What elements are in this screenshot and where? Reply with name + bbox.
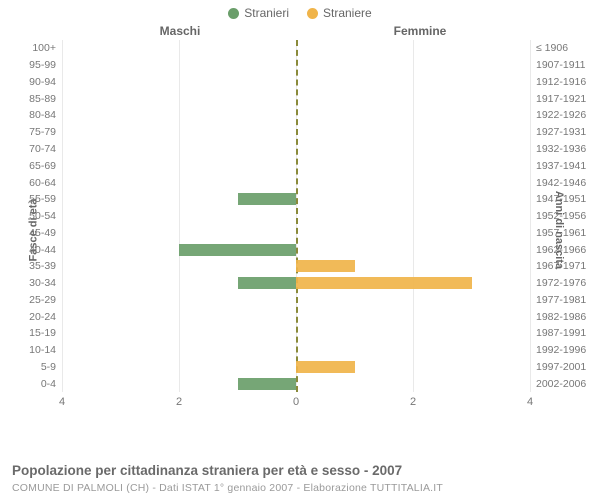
age-label: 15-19 — [14, 327, 62, 339]
age-row: 10-141992-1996 — [62, 342, 530, 359]
age-row: 60-641942-1946 — [62, 174, 530, 191]
age-label: 60-64 — [14, 177, 62, 189]
age-label: 80-84 — [14, 109, 62, 121]
plot: 100+≤ 190695-991907-191190-941912-191685… — [62, 40, 530, 392]
birth-year-label: ≤ 1906 — [530, 42, 594, 54]
age-label: 5-9 — [14, 361, 62, 373]
birth-year-label: 1967-1971 — [530, 260, 594, 272]
chart-subtitle: COMUNE DI PALMOLI (CH) - Dati ISTAT 1° g… — [12, 482, 443, 494]
birth-year-label: 1947-1951 — [530, 193, 594, 205]
x-axis: 4 2 0 2 4 — [62, 396, 530, 412]
age-label: 30-34 — [14, 277, 62, 289]
bar-female — [296, 277, 472, 289]
bar-male — [238, 277, 297, 289]
age-label: 75-79 — [14, 126, 62, 138]
age-row: 65-691937-1941 — [62, 157, 530, 174]
age-label: 70-74 — [14, 143, 62, 155]
age-row: 70-741932-1936 — [62, 141, 530, 158]
age-row: 20-241982-1986 — [62, 308, 530, 325]
birth-year-label: 1992-1996 — [530, 344, 594, 356]
age-label: 95-99 — [14, 59, 62, 71]
x-tick: 0 — [293, 396, 299, 408]
x-tick: 2 — [410, 396, 416, 408]
age-label: 25-29 — [14, 294, 62, 306]
age-row: 50-541952-1956 — [62, 208, 530, 225]
age-label: 85-89 — [14, 93, 62, 105]
age-row: 75-791927-1931 — [62, 124, 530, 141]
birth-year-label: 1927-1931 — [530, 126, 594, 138]
bar-female — [296, 361, 355, 373]
birth-year-label: 1922-1926 — [530, 109, 594, 121]
age-row: 35-391967-1971 — [62, 258, 530, 275]
age-row: 0-42002-2006 — [62, 375, 530, 392]
chart-title: Popolazione per cittadinanza straniera p… — [12, 463, 402, 478]
birth-year-label: 1977-1981 — [530, 294, 594, 306]
age-row: 40-441962-1966 — [62, 241, 530, 258]
header-male: Maschi — [0, 24, 300, 38]
bar-male — [238, 378, 297, 390]
age-row: 80-841922-1926 — [62, 107, 530, 124]
x-tick: 4 — [59, 396, 65, 408]
birth-year-label: 1952-1956 — [530, 210, 594, 222]
birth-year-label: 1997-2001 — [530, 361, 594, 373]
age-row: 5-91997-2001 — [62, 359, 530, 376]
bar-male — [238, 193, 297, 205]
birth-year-label: 1912-1916 — [530, 76, 594, 88]
age-label: 10-14 — [14, 344, 62, 356]
age-label: 20-24 — [14, 311, 62, 323]
age-row: 100+≤ 1906 — [62, 40, 530, 57]
age-row: 15-191987-1991 — [62, 325, 530, 342]
legend-label-male: Stranieri — [244, 6, 289, 20]
legend-item-male: Stranieri — [228, 6, 289, 20]
age-label: 40-44 — [14, 244, 62, 256]
birth-year-label: 1917-1921 — [530, 93, 594, 105]
legend-label-female: Straniere — [323, 6, 372, 20]
birth-year-label: 1972-1976 — [530, 277, 594, 289]
birth-year-label: 2002-2006 — [530, 378, 594, 390]
birth-year-label: 1937-1941 — [530, 160, 594, 172]
birth-year-label: 1962-1966 — [530, 244, 594, 256]
rows: 100+≤ 190695-991907-191190-941912-191685… — [62, 40, 530, 392]
legend-item-female: Straniere — [307, 6, 372, 20]
column-headers: Maschi Femmine — [0, 24, 600, 38]
birth-year-label: 1942-1946 — [530, 177, 594, 189]
age-label: 0-4 — [14, 378, 62, 390]
age-row: 30-341972-1976 — [62, 275, 530, 292]
bar-female — [296, 260, 355, 272]
age-row: 25-291977-1981 — [62, 291, 530, 308]
age-label: 50-54 — [14, 210, 62, 222]
birth-year-label: 1907-1911 — [530, 59, 594, 71]
age-row: 95-991907-1911 — [62, 57, 530, 74]
age-label: 45-49 — [14, 227, 62, 239]
age-label: 55-59 — [14, 193, 62, 205]
birth-year-label: 1987-1991 — [530, 327, 594, 339]
legend: Stranieri Straniere — [0, 0, 600, 20]
legend-swatch-female — [307, 8, 318, 19]
age-label: 35-39 — [14, 260, 62, 272]
age-label: 90-94 — [14, 76, 62, 88]
age-row: 55-591947-1951 — [62, 191, 530, 208]
legend-swatch-male — [228, 8, 239, 19]
bar-male — [179, 244, 296, 256]
header-female: Femmine — [300, 24, 600, 38]
age-label: 65-69 — [14, 160, 62, 172]
birth-year-label: 1957-1961 — [530, 227, 594, 239]
age-row: 85-891917-1921 — [62, 90, 530, 107]
age-row: 90-941912-1916 — [62, 74, 530, 91]
x-tick: 2 — [176, 396, 182, 408]
chart-area: Fasce di età Anni di nascita 100+≤ 19069… — [0, 40, 600, 420]
age-label: 100+ — [14, 42, 62, 54]
birth-year-label: 1982-1986 — [530, 311, 594, 323]
age-row: 45-491957-1961 — [62, 224, 530, 241]
x-tick: 4 — [527, 396, 533, 408]
birth-year-label: 1932-1936 — [530, 143, 594, 155]
